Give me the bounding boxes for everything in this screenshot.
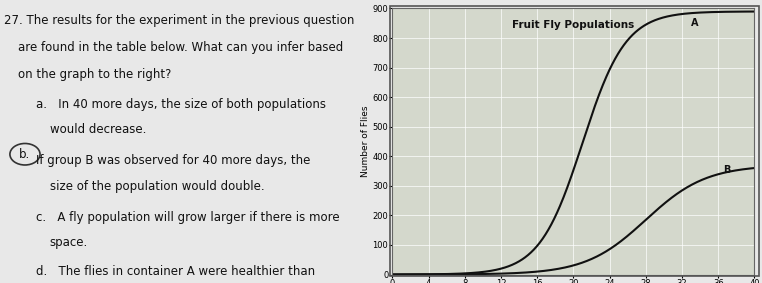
Y-axis label: Number of Flies: Number of Flies (360, 106, 370, 177)
Text: If group B was observed for 40 more days, the: If group B was observed for 40 more days… (36, 154, 310, 167)
Text: space.: space. (50, 236, 88, 249)
Text: Fruit Fly Populations: Fruit Fly Populations (512, 20, 635, 30)
Text: A: A (691, 18, 699, 28)
Text: 27. The results for the experiment in the previous question: 27. The results for the experiment in th… (4, 14, 354, 27)
Text: b.: b. (19, 148, 30, 161)
Text: are found in the table below. What can you infer based: are found in the table below. What can y… (18, 41, 343, 54)
Text: would decrease.: would decrease. (50, 123, 146, 136)
Text: d.   The flies in container A were healthier than: d. The flies in container A were healthi… (36, 265, 315, 278)
Text: c.   A fly population will grow larger if there is more: c. A fly population will grow larger if … (36, 211, 339, 224)
Text: on the graph to the right?: on the graph to the right? (18, 68, 171, 81)
Text: a.   In 40 more days, the size of both populations: a. In 40 more days, the size of both pop… (36, 98, 325, 111)
Text: size of the population would double.: size of the population would double. (50, 180, 264, 193)
Text: B: B (722, 165, 730, 175)
